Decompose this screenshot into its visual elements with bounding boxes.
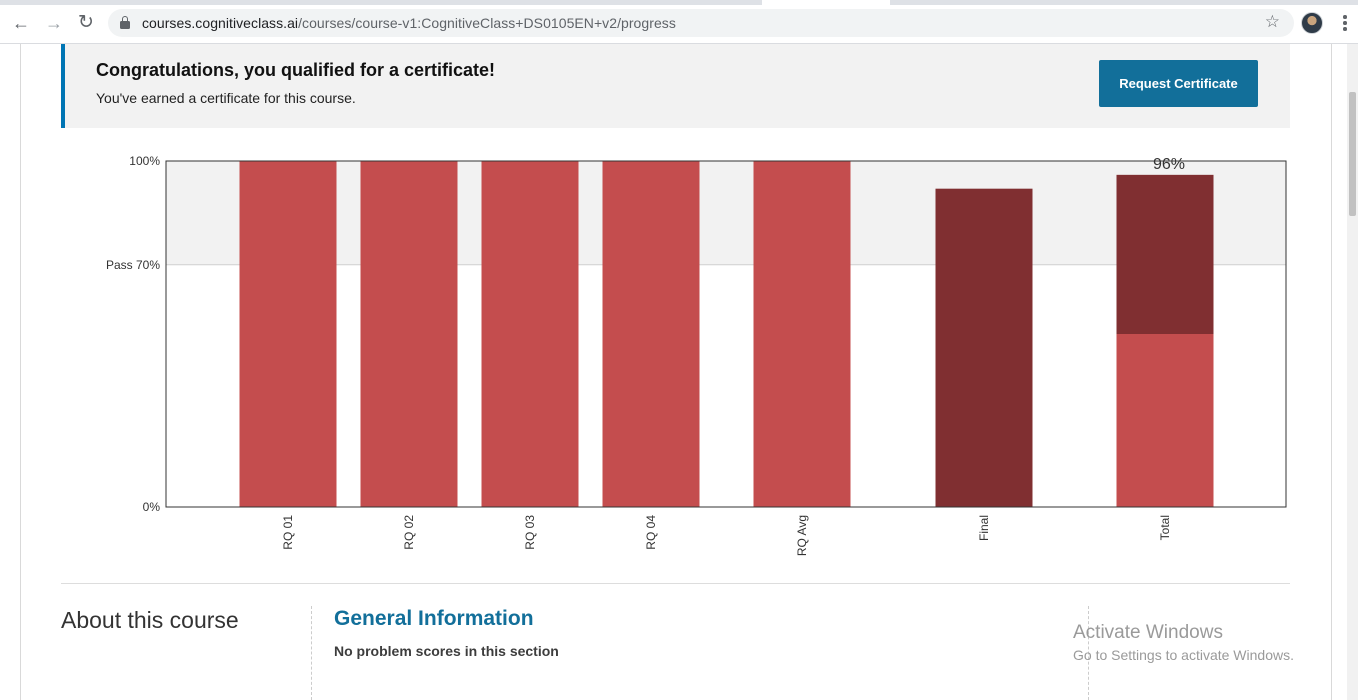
profile-avatar[interactable] — [1301, 12, 1323, 34]
bar-total-segment-2 — [1116, 174, 1214, 334]
section-divider — [61, 583, 1290, 584]
tick-label-rq-02: RQ 02 — [402, 515, 416, 550]
tick-label-rq-avg: RQ Avg — [795, 515, 809, 556]
column-separator-right — [1088, 606, 1089, 700]
tick-label-final: Final — [977, 515, 991, 541]
y-tick-label-70: Pass 70% — [106, 258, 160, 272]
back-arrow-icon[interactable]: ← — [12, 13, 30, 33]
banner-title: Congratulations, you qualified for a cer… — [96, 60, 496, 80]
chart-frame — [165, 160, 1287, 508]
column-separator — [311, 606, 312, 700]
request-certificate-button[interactable]: Request Certificate — [1099, 60, 1258, 107]
reload-icon[interactable]: ↻ — [78, 12, 94, 33]
general-information-heading[interactable]: General Information — [334, 607, 534, 630]
tab-strip — [0, 0, 1358, 5]
y-tick-label-0: 0% — [143, 500, 161, 514]
bar-rq-avg-segment-1 — [753, 161, 851, 507]
bar-rq-02-segment-1 — [360, 161, 458, 507]
active-tab-edge[interactable] — [762, 0, 890, 5]
progress-chart: RQ 01 RQ 02 RQ 03 RQ 04 RQ Avg Final Total 96% 1… — [106, 154, 1287, 556]
bar-final-segment-2 — [935, 188, 1033, 507]
page-scrollbar[interactable] — [1347, 44, 1358, 700]
url-path: /courses/course-v1:CognitiveClass+DS0105… — [298, 15, 676, 31]
banner-subtitle: You've earned a certificate for this cou… — [96, 90, 356, 106]
watermark-title: Activate Windows — [1073, 622, 1223, 643]
tick-label-rq-01: RQ 01 — [281, 515, 295, 550]
bar-rq-01-segment-1 — [239, 161, 337, 507]
about-course-heading: About this course — [61, 607, 239, 633]
certificate-banner: Congratulations, you qualified for a cer… — [61, 44, 1290, 128]
url-text[interactable]: courses.cognitiveclass.ai/courses/course… — [142, 15, 676, 31]
lock-icon — [120, 16, 130, 29]
tick-label-total: Total — [1158, 515, 1172, 540]
no-scores-note: No problem scores in this section — [334, 643, 559, 659]
bar-rq-03-segment-1 — [481, 161, 579, 507]
browser-toolbar: ← → ↻ courses.cognitiveclass.ai/courses/… — [0, 0, 1358, 44]
tick-label-rq-03: RQ 03 — [523, 515, 537, 550]
more-menu-icon[interactable] — [1340, 12, 1350, 34]
scrollbar-thumb[interactable] — [1349, 92, 1356, 216]
watermark-subtitle: Go to Settings to activate Windows. — [1073, 647, 1294, 663]
bar-total-segment-1 — [1116, 334, 1214, 507]
windows-activation-watermark: Activate Windows Go to Settings to activ… — [1073, 622, 1294, 663]
page-frame — [20, 44, 1332, 700]
forward-arrow-icon[interactable]: → — [45, 13, 63, 33]
address-bar[interactable]: courses.cognitiveclass.ai/courses/course… — [108, 9, 1294, 37]
tick-label-rq-04: RQ 04 — [644, 515, 658, 550]
pass-band — [166, 161, 1286, 265]
bookmark-star-icon[interactable]: ☆ — [1264, 12, 1280, 31]
total-value-label: 96% — [1153, 156, 1185, 173]
url-host: courses.cognitiveclass.ai — [142, 15, 299, 31]
bar-rq-04-segment-1 — [602, 161, 700, 507]
y-tick-label-100: 100% — [129, 154, 160, 168]
